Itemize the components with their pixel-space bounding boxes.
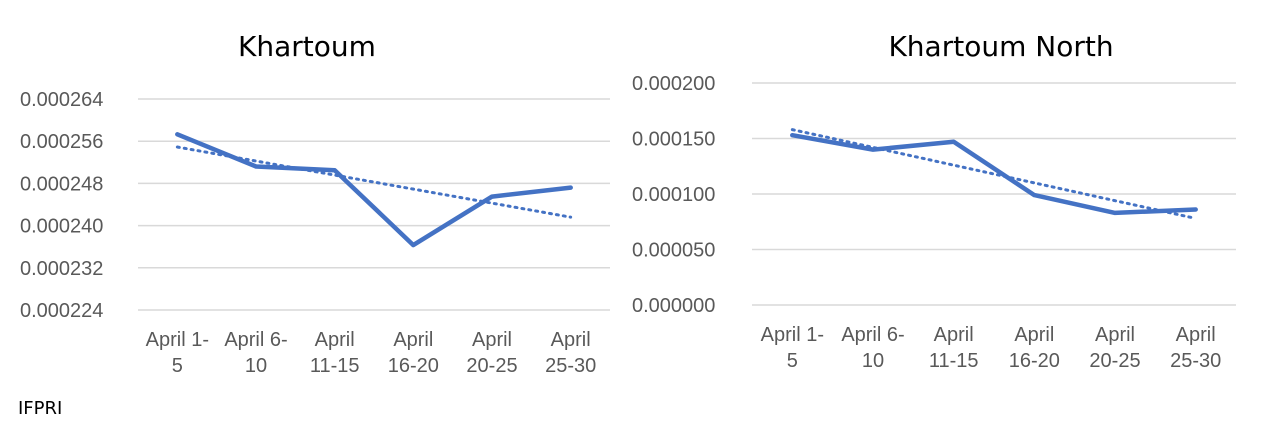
x-tick-label: 5 bbox=[787, 350, 798, 372]
x-tick-label: 16-20 bbox=[388, 355, 439, 377]
y-tick-label: 0.000050 bbox=[632, 240, 715, 262]
x-tick-label: April 6- bbox=[841, 324, 904, 346]
x-tick-label: April bbox=[472, 329, 512, 351]
series-line bbox=[790, 132, 1198, 216]
x-tick-label: April bbox=[315, 329, 355, 351]
y-tick-label: 0.000248 bbox=[20, 173, 103, 195]
y-tick-label: 0.000100 bbox=[632, 184, 715, 206]
y-tick-label: 0.000240 bbox=[20, 216, 103, 238]
y-tick-label: 0.000150 bbox=[632, 129, 715, 151]
x-tick-label: April bbox=[393, 329, 433, 351]
x-tick-label: 11-15 bbox=[310, 355, 360, 377]
x-tick-label: April 1- bbox=[146, 329, 209, 351]
chart-title: Khartoum bbox=[238, 30, 376, 63]
x-tick-label: 25-30 bbox=[1170, 350, 1221, 372]
x-tick-label: April 6- bbox=[224, 329, 287, 351]
x-tick-label: 25-30 bbox=[545, 355, 596, 377]
x-tick-label: 11-15 bbox=[929, 350, 979, 372]
x-tick-label: 10 bbox=[862, 350, 884, 372]
y-tick-label: 0.000232 bbox=[20, 258, 103, 280]
y-tick-label: 0.000264 bbox=[20, 89, 103, 111]
y-tick-label: 0.000256 bbox=[20, 131, 103, 153]
y-tick-label: 0.000000 bbox=[632, 295, 715, 317]
x-tick-label: April 1- bbox=[761, 324, 824, 346]
trendline bbox=[790, 128, 1198, 220]
x-tick-label: April bbox=[1095, 324, 1135, 346]
x-tick-label: April bbox=[551, 329, 591, 351]
x-tick-label: April bbox=[1176, 324, 1216, 346]
x-tick-label: 10 bbox=[245, 355, 267, 377]
x-tick-label: 20-25 bbox=[466, 355, 517, 377]
source-label: IFPRI bbox=[18, 398, 63, 419]
y-tick-label: 0.000224 bbox=[20, 300, 103, 322]
x-tick-label: 16-20 bbox=[1009, 350, 1060, 372]
x-tick-label: April bbox=[1014, 324, 1054, 346]
series-line bbox=[175, 132, 573, 248]
x-tick-label: 5 bbox=[172, 355, 183, 377]
chart-title: Khartoum North bbox=[888, 30, 1113, 63]
x-tick-label: 20-25 bbox=[1089, 350, 1140, 372]
x-tick-label: April bbox=[934, 324, 974, 346]
y-tick-label: 0.000200 bbox=[632, 73, 715, 95]
